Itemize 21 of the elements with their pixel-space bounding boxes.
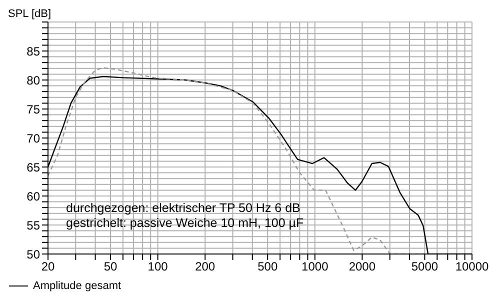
x-tick-label: 100 xyxy=(148,260,168,274)
y-tick-label: 75 xyxy=(26,102,40,116)
x-tick-label: 50 xyxy=(104,260,118,274)
y-axis-title: SPL [dB] xyxy=(8,8,52,20)
y-tick-label: 60 xyxy=(26,189,40,204)
y-tick-label: 85 xyxy=(26,44,40,58)
x-tick-label: 500 xyxy=(258,260,278,274)
x-tick-label: 2000 xyxy=(348,260,376,274)
x-tick-label: 20 xyxy=(41,260,55,274)
x-tick-label: 5000 xyxy=(411,260,438,274)
x-tick-label: 1000 xyxy=(302,260,329,274)
x-tick-label: 10000 xyxy=(455,260,490,274)
legend-label: Amplitude gesamt xyxy=(33,280,122,292)
x-tick-label: 200 xyxy=(195,260,216,274)
annotation: gestrichelt: passive Weiche 10 mH, 100 µF xyxy=(66,216,304,230)
annotation: durchgezogen: elektrischer TP 50 Hz 6 dB xyxy=(66,201,300,215)
y-tick-label: 65 xyxy=(26,160,40,174)
y-tick-label: 50 xyxy=(26,247,40,262)
y-tick-label: 55 xyxy=(26,218,40,232)
y-tick-label: 80 xyxy=(26,73,40,88)
y-tick-label: 70 xyxy=(26,131,40,146)
